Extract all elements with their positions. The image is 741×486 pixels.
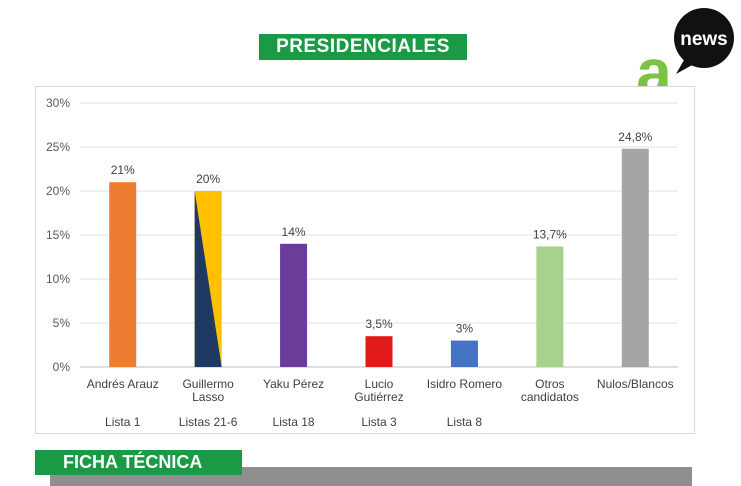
x-tick-label: Lucio <box>365 377 394 391</box>
bar-overlay <box>194 191 222 367</box>
bar <box>280 243 308 367</box>
y-tick-label: 30% <box>46 96 70 110</box>
bar <box>536 246 564 367</box>
bar <box>621 148 649 367</box>
data-label: 20% <box>196 172 220 186</box>
x-tick-label: Andrés Arauz <box>87 377 159 391</box>
y-tick-label: 5% <box>53 316 71 330</box>
y-tick-label: 15% <box>46 228 70 242</box>
data-label: 13,7% <box>533 227 567 241</box>
x-tick-list-label: Lista 8 <box>447 415 483 429</box>
bar-chart: 0% 5% 10% 15% 20% 25% 30% 21% Andrés Arauz Lista … <box>46 96 678 429</box>
y-tick-label: 20% <box>46 184 70 198</box>
ficha-tecnica-title: FICHA TÉCNICA <box>63 452 203 472</box>
x-tick-label: Gutiérrez <box>354 390 403 404</box>
x-tick-label: Nulos/Blancos <box>597 377 674 391</box>
x-tick-label: Yaku Pérez <box>263 377 324 391</box>
ficha-tecnica-banner: FICHA TÉCNICA <box>35 450 242 475</box>
y-tick-label: 10% <box>46 272 70 286</box>
data-label: 3% <box>456 322 474 336</box>
data-label: 21% <box>111 163 135 177</box>
chart-area: 0% 5% 10% 15% 20% 25% 30% 21% Andrés Arauz Lista … <box>35 86 695 434</box>
y-tick-label: 0% <box>53 360 71 374</box>
bar <box>450 340 478 367</box>
x-tick-list-label: Lista 18 <box>273 415 315 429</box>
bar <box>109 182 137 367</box>
x-tick-label: Isidro Romero <box>427 377 503 391</box>
data-label: 14% <box>282 225 306 239</box>
x-tick-label: candidatos <box>521 390 579 404</box>
bar <box>365 336 393 367</box>
x-tick-label: Guillermo <box>182 377 234 391</box>
x-tick-label: Otros <box>535 377 564 391</box>
data-label: 3,5% <box>365 317 393 331</box>
logo-news-text: news <box>680 29 728 50</box>
x-tick-list-label: Lista 1 <box>105 415 141 429</box>
title-banner: PRESIDENCIALES <box>259 34 467 60</box>
anews-logo: news a <box>632 8 736 108</box>
x-tick-list-label: Lista 3 <box>361 415 397 429</box>
x-tick-label: Lasso <box>192 390 224 404</box>
x-tick-list-label: Listas 21-6 <box>179 415 238 429</box>
y-tick-label: 25% <box>46 140 70 154</box>
chart-title: PRESIDENCIALES <box>276 36 450 57</box>
data-label: 24,8% <box>618 130 652 144</box>
